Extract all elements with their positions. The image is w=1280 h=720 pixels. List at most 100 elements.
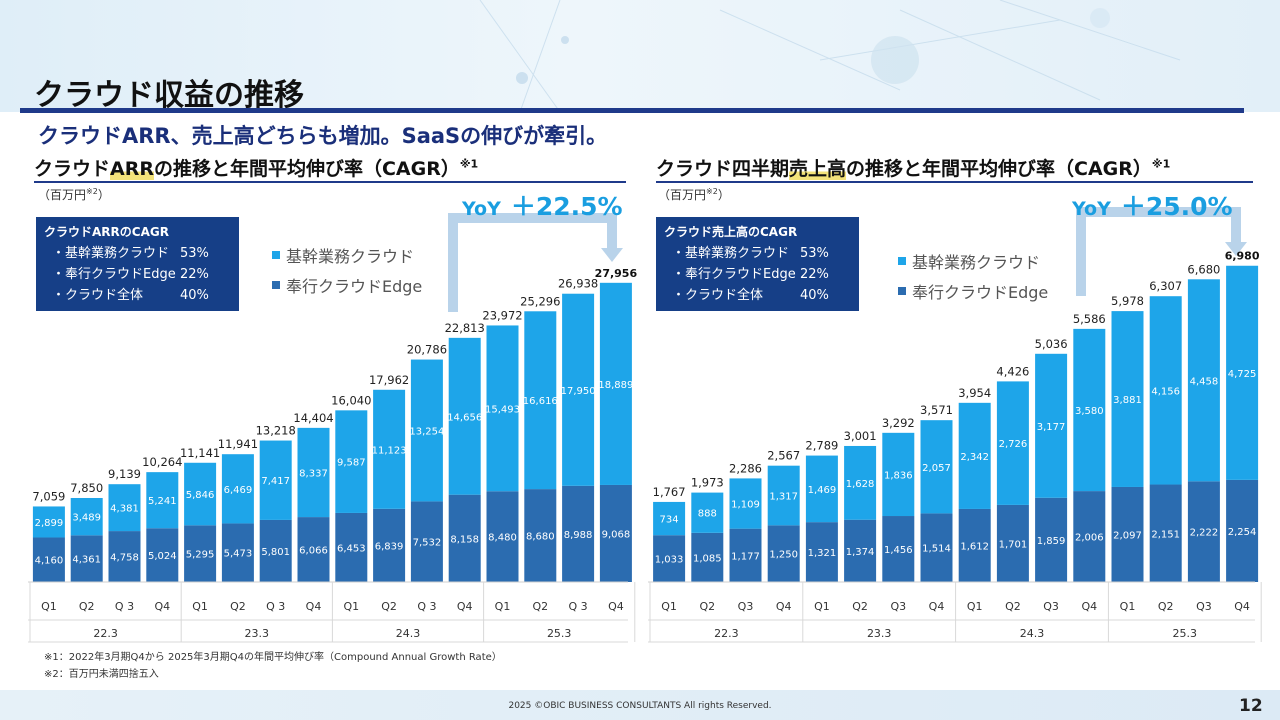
data-label-total: 26,938 xyxy=(558,277,598,291)
data-label-total: 5,586 xyxy=(1073,312,1106,326)
x-group-label: 23.3 xyxy=(867,627,892,640)
data-label-edge: 4,160 xyxy=(35,556,64,567)
x-tick-label: Q2 xyxy=(230,600,246,613)
data-label-core: 2,057 xyxy=(922,463,951,474)
bar-core xyxy=(920,420,953,514)
data-label-core: 4,458 xyxy=(1190,376,1219,387)
x-tick-label: Q1 xyxy=(343,600,359,613)
bar-edge xyxy=(920,513,953,582)
right-legend: 基幹業務クラウド 奉行クラウドEdge xyxy=(898,246,1048,306)
data-label-total: 3,292 xyxy=(882,416,915,430)
yoy-bracket-arrowhead xyxy=(1225,242,1247,256)
data-label-total: 3,571 xyxy=(920,403,953,417)
bar-edge xyxy=(184,525,217,582)
bar-core xyxy=(373,389,406,509)
bar-edge xyxy=(1226,479,1259,582)
data-label-total: 2,286 xyxy=(729,461,762,475)
data-label-edge: 1,514 xyxy=(922,544,951,555)
page-number: 12 xyxy=(1239,696,1263,716)
bar-core xyxy=(1111,311,1144,487)
x-tick-label: Q2 xyxy=(79,600,95,613)
bar-edge xyxy=(108,531,141,582)
x-tick-label: Q4 xyxy=(608,600,624,613)
bar-core xyxy=(1226,265,1259,480)
bar-core xyxy=(958,402,991,509)
data-label-edge: 2,254 xyxy=(1228,527,1257,538)
bar-edge xyxy=(767,525,800,582)
x-tick-label: Q2 xyxy=(381,600,397,613)
data-label-edge: 5,801 xyxy=(261,547,290,558)
x-group-label: 22.3 xyxy=(714,627,739,640)
x-group-label: 24.3 xyxy=(1020,627,1045,640)
bar-core xyxy=(996,381,1029,505)
x-tick-label: Q1 xyxy=(967,600,983,613)
bar-edge xyxy=(221,523,254,582)
data-label-edge: 6,839 xyxy=(375,541,404,552)
footnote-1: ※1：2022年3月期Q4から 2025年3月期Q4の年間平均伸び率（Compo… xyxy=(44,652,502,663)
data-label-edge: 1,250 xyxy=(769,550,798,561)
bar-core xyxy=(691,492,724,533)
data-label-total: 1,767 xyxy=(653,485,686,499)
header-background xyxy=(0,0,1280,112)
data-label-core: 4,725 xyxy=(1228,369,1257,380)
x-tick-label: Q1 xyxy=(192,600,208,613)
copyright: 2025 ©OBIC BUSINESS CONSULTANTS All righ… xyxy=(508,701,772,711)
x-group-label: 24.3 xyxy=(396,627,421,640)
data-label-total: 14,404 xyxy=(293,411,333,425)
x-tick-label: Q 3 xyxy=(115,600,134,613)
bar-core xyxy=(108,484,141,532)
data-label-edge: 7,532 xyxy=(413,538,442,549)
x-tick-label: Q 3 xyxy=(569,600,588,613)
data-label-core: 1,317 xyxy=(769,492,798,503)
x-group-label: 23.3 xyxy=(245,627,270,640)
data-label-core: 6,469 xyxy=(224,485,253,496)
left-section-rule xyxy=(34,181,626,183)
data-label-total: 3,954 xyxy=(958,386,991,400)
legend-core: 基幹業務クラウド xyxy=(272,240,422,270)
right-section-title: クラウド四半期売上高の推移と年間平均伸び率（CAGR）※1 xyxy=(656,157,1171,180)
data-label-core: 2,726 xyxy=(999,439,1028,450)
data-label-total: 23,972 xyxy=(482,308,522,322)
bar-edge xyxy=(958,508,991,582)
data-label-edge: 1,456 xyxy=(884,545,913,556)
data-label-core: 4,156 xyxy=(1151,386,1180,397)
data-label-core: 1,109 xyxy=(731,500,760,511)
data-label-edge: 1,374 xyxy=(846,547,875,558)
title-rule xyxy=(20,108,1244,113)
data-label-edge: 1,033 xyxy=(655,555,684,566)
page-title: クラウド収益の推移 xyxy=(34,78,304,113)
data-label-edge: 2,097 xyxy=(1113,530,1142,541)
data-label-edge: 1,085 xyxy=(693,553,722,564)
data-label-edge: 1,321 xyxy=(808,548,837,559)
data-label-total: 1,973 xyxy=(691,476,724,490)
legend-edge-swatch xyxy=(272,281,280,289)
bar-edge xyxy=(653,535,686,582)
data-label-total: 3,001 xyxy=(844,429,877,443)
x-tick-label: Q3 xyxy=(1043,600,1059,613)
data-label-core: 11,123 xyxy=(372,445,407,456)
left-cagr-row: ・基幹業務クラウド 53% xyxy=(52,246,209,261)
left-cagr-row: ・クラウド全体 40% xyxy=(52,288,209,303)
x-tick-label: Q4 xyxy=(457,600,473,613)
bar-core xyxy=(486,325,519,492)
page-subtitle: クラウドARR、売上高どちらも増加。SaaSの伸びが牽引。 xyxy=(38,124,608,148)
bar-edge xyxy=(996,504,1029,582)
bar-edge xyxy=(844,519,877,582)
data-label-edge: 2,151 xyxy=(1151,529,1180,540)
data-label-edge: 4,361 xyxy=(72,555,101,566)
data-label-edge: 5,473 xyxy=(224,549,253,560)
bar-core xyxy=(1187,279,1220,482)
x-tick-label: Q3 xyxy=(1196,600,1212,613)
data-label-total: 5,036 xyxy=(1035,337,1068,351)
data-label-core: 3,177 xyxy=(1037,422,1066,433)
bar-edge xyxy=(410,501,443,582)
x-tick-label: Q4 xyxy=(1234,600,1250,613)
right-cagr-box: クラウド売上高のCAGR ・基幹業務クラウド 53% ・奉行クラウドEdge 22%… xyxy=(656,217,859,311)
bar-core xyxy=(805,455,838,523)
data-label-edge: 8,158 xyxy=(450,534,479,545)
data-label-edge: 1,177 xyxy=(731,551,760,562)
bar-edge xyxy=(146,528,179,582)
data-label-total: 5,978 xyxy=(1111,294,1144,308)
bar-core xyxy=(882,432,915,517)
x-group-label: 25.3 xyxy=(547,627,572,640)
